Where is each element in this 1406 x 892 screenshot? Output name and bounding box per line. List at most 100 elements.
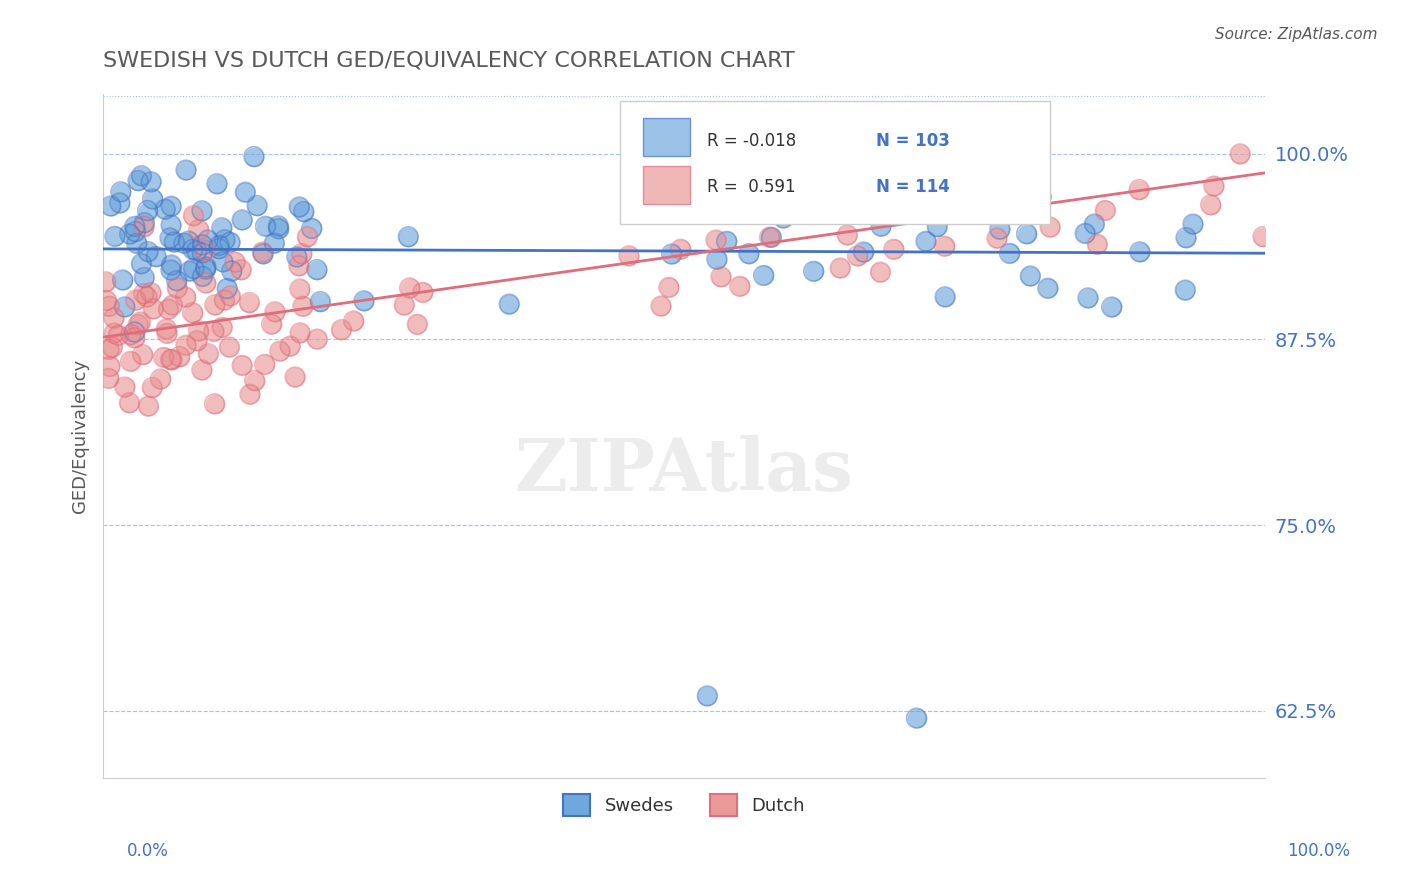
Point	[1036, 281, 1059, 295]
Point	[716, 235, 738, 249]
Point	[134, 219, 156, 234]
Point	[1101, 300, 1123, 314]
Point	[114, 300, 136, 314]
Point	[173, 236, 195, 251]
Point	[830, 261, 852, 276]
Point	[267, 219, 290, 233]
Y-axis label: GED/Equivalency: GED/Equivalency	[72, 359, 89, 513]
Point	[131, 257, 153, 271]
Point	[696, 689, 718, 703]
Point	[231, 213, 253, 227]
Point	[246, 198, 269, 212]
Point	[758, 230, 780, 244]
Point	[214, 293, 236, 307]
Point	[163, 235, 186, 249]
Point	[194, 244, 217, 258]
Point	[238, 295, 260, 310]
Point	[211, 255, 233, 269]
Point	[191, 203, 214, 218]
Point	[96, 293, 118, 308]
Point	[758, 230, 780, 244]
Point	[1019, 146, 1042, 161]
Point	[103, 326, 125, 340]
Point	[191, 238, 214, 252]
Point	[1083, 217, 1105, 231]
Point	[208, 242, 231, 256]
Point	[110, 185, 132, 199]
Text: 100.0%: 100.0%	[1286, 842, 1350, 860]
Point	[1015, 227, 1038, 241]
Point	[118, 227, 141, 241]
Point	[915, 235, 938, 249]
Point	[738, 246, 761, 260]
Point	[181, 306, 204, 320]
Point	[108, 195, 131, 210]
Point	[1181, 217, 1204, 231]
Point	[343, 314, 366, 328]
Point	[1085, 237, 1108, 252]
Point	[396, 229, 419, 244]
Point	[124, 325, 146, 339]
Point	[1175, 230, 1198, 244]
Point	[231, 359, 253, 373]
Point	[208, 238, 231, 252]
Point	[936, 146, 959, 161]
Point	[297, 229, 319, 244]
Point	[927, 219, 949, 234]
Point	[160, 199, 183, 213]
Point	[136, 244, 159, 259]
Point	[157, 302, 180, 317]
Point	[205, 177, 228, 191]
Point	[132, 286, 155, 301]
Point	[830, 261, 852, 276]
Point	[307, 332, 329, 346]
Point	[191, 245, 214, 260]
Point	[194, 260, 217, 274]
Point	[124, 325, 146, 339]
Point	[330, 323, 353, 337]
Point	[995, 146, 1018, 161]
Point	[669, 242, 692, 256]
Point	[183, 261, 205, 276]
Point	[650, 299, 672, 313]
Point	[243, 150, 266, 164]
FancyBboxPatch shape	[644, 166, 690, 203]
Point	[139, 285, 162, 300]
Point	[934, 290, 956, 304]
Point	[238, 295, 260, 310]
Point	[197, 233, 219, 247]
Point	[202, 325, 225, 339]
Point	[284, 370, 307, 384]
Point	[98, 299, 121, 313]
Point	[1128, 183, 1150, 197]
Point	[139, 175, 162, 189]
Point	[111, 273, 134, 287]
Point	[134, 270, 156, 285]
FancyBboxPatch shape	[644, 119, 690, 156]
Point	[904, 198, 927, 212]
Point	[217, 281, 239, 295]
Point	[252, 245, 274, 260]
Point	[174, 290, 197, 304]
Point	[301, 221, 323, 235]
Point	[162, 298, 184, 312]
Point	[100, 199, 122, 213]
Point	[927, 219, 949, 234]
Point	[191, 238, 214, 252]
Point	[661, 247, 683, 261]
Text: N = 103: N = 103	[876, 132, 949, 150]
Point	[231, 262, 253, 277]
Point	[131, 169, 153, 183]
Point	[124, 219, 146, 234]
Point	[1019, 146, 1042, 161]
Point	[181, 243, 204, 257]
Point	[288, 200, 311, 214]
Point	[905, 711, 928, 725]
Point	[202, 325, 225, 339]
Point	[239, 387, 262, 401]
Point	[658, 280, 681, 294]
Legend: Swedes, Dutch: Swedes, Dutch	[555, 787, 813, 823]
Point	[110, 185, 132, 199]
Point	[177, 234, 200, 248]
Point	[292, 204, 315, 219]
